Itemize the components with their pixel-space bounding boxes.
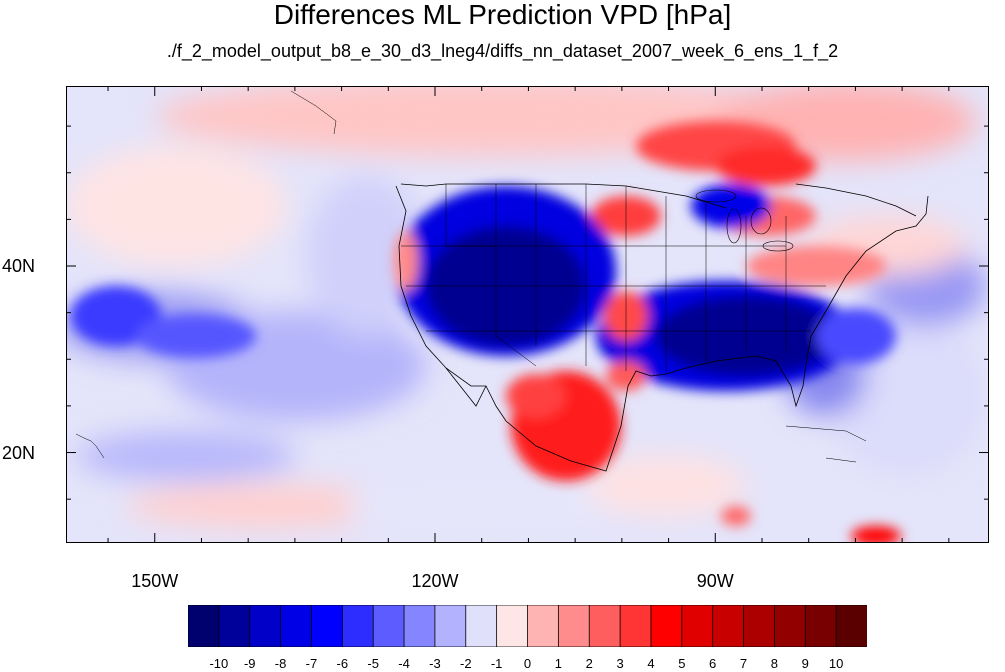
colorbar-swatch bbox=[712, 604, 745, 648]
chart-title: Differences ML Prediction VPD [hPa] bbox=[273, 0, 732, 30]
colorbar-swatch bbox=[588, 604, 621, 648]
colorbar-swatch bbox=[341, 604, 375, 648]
colorbar-level-label: -4 bbox=[398, 656, 410, 671]
plot-frame bbox=[66, 86, 989, 543]
colorbar-swatch bbox=[619, 604, 652, 648]
tick-marks bbox=[66, 86, 989, 543]
colorbar bbox=[187, 604, 868, 648]
colorbar-level-label: -9 bbox=[243, 656, 256, 671]
colorbar-swatch bbox=[465, 604, 498, 648]
colorbar-swatch bbox=[403, 604, 436, 648]
colorbar-swatch bbox=[681, 604, 714, 648]
colorbar-level-label: 7 bbox=[739, 656, 748, 671]
colorbar-level-label: -2 bbox=[459, 656, 472, 671]
colorbar-level-label: -7 bbox=[305, 656, 318, 671]
colorbar-swatch bbox=[650, 604, 683, 648]
colorbar-svg bbox=[187, 604, 868, 648]
colorbar-level-label: 9 bbox=[801, 656, 809, 671]
map-svg bbox=[66, 86, 989, 543]
colorbar-level-label: -6 bbox=[336, 656, 349, 671]
colorbar-level-label: -10 bbox=[209, 656, 229, 671]
colorbar-swatch bbox=[496, 604, 529, 648]
map-plot bbox=[66, 86, 989, 543]
colorbar-level-label: 4 bbox=[647, 656, 655, 671]
colorbar-level-label: -8 bbox=[274, 656, 287, 671]
colorbar-level-label: 0 bbox=[523, 656, 532, 671]
x-tick-label: 90W bbox=[696, 571, 734, 591]
colorbar-level-label: -1 bbox=[490, 656, 503, 671]
colorbar-labels: -10 -9 -8 -7 -6 -5 -4 -3 -2 -1 0 1 2 3 4 5 6 7 8 9 10 bbox=[188, 656, 867, 672]
colorbar-swatch bbox=[249, 604, 282, 648]
colorbar-level-label: 10 bbox=[828, 656, 844, 671]
colorbar-swatch bbox=[187, 604, 220, 648]
chart-subtitle: ./f_2_model_output_b8_e_30_d3_lneg4/diff… bbox=[166, 41, 839, 61]
colorbar-swatch bbox=[527, 604, 560, 648]
y-tick-label: 20N bbox=[2, 442, 36, 463]
colorbar-swatch bbox=[311, 604, 344, 648]
great-lakes bbox=[695, 189, 794, 252]
y-tick-label: 40N bbox=[2, 256, 36, 276]
colorbar-swatch bbox=[372, 604, 405, 648]
x-tick-label: 120W bbox=[411, 571, 459, 591]
colorbar-level-label: 1 bbox=[554, 656, 562, 671]
colorbar-swatch bbox=[774, 604, 807, 648]
colorbar-level-label: 2 bbox=[585, 656, 593, 671]
colorbar-level-label: -5 bbox=[367, 656, 379, 671]
state-borders bbox=[401, 184, 826, 371]
colorbar-swatch bbox=[835, 604, 868, 648]
colorbar-swatch bbox=[280, 604, 313, 648]
colorbar-level-label: 5 bbox=[678, 656, 686, 671]
field-layer-sharp bbox=[71, 121, 901, 543]
colorbar-level-label: 3 bbox=[616, 656, 624, 671]
colorbar-level-label: 8 bbox=[770, 656, 779, 671]
colorbar-level-label: -3 bbox=[429, 656, 441, 671]
colorbar-swatch bbox=[218, 604, 251, 648]
colorbar-swatch bbox=[804, 604, 838, 648]
colorbar-swatch bbox=[434, 604, 467, 648]
x-tick-label: 150W bbox=[131, 571, 179, 591]
colorbar-swatch bbox=[743, 604, 776, 648]
colorbar-level-label: 6 bbox=[709, 656, 717, 671]
islands bbox=[75, 90, 867, 463]
colorbar-swatch bbox=[557, 604, 591, 648]
